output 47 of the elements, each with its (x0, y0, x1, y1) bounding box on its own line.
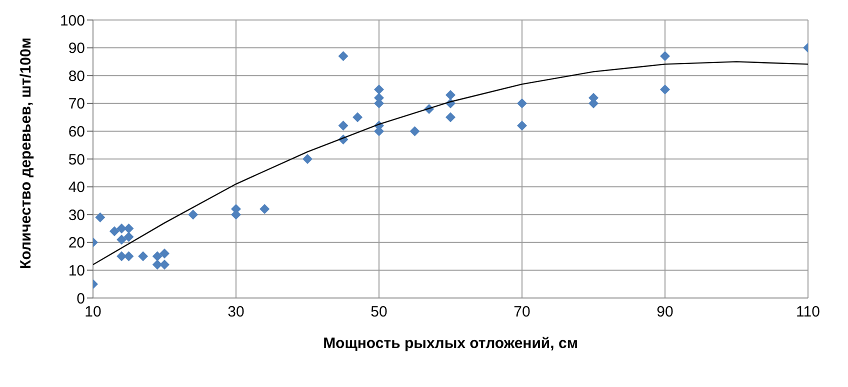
point (446, 90, 456, 100)
y-tick-label: 90 (68, 40, 85, 58)
line-series (93, 61, 808, 266)
point (124, 232, 134, 242)
point (116, 234, 127, 245)
point (302, 154, 312, 164)
x-tick-label: 90 (656, 304, 674, 321)
point (160, 260, 170, 270)
x-tick-label: 10 (84, 304, 102, 321)
point (188, 210, 198, 220)
point (124, 224, 134, 234)
point (138, 251, 148, 262)
point (338, 51, 348, 62)
point (660, 51, 670, 62)
y-tick-label: 100 (60, 12, 85, 30)
y-tick-label: 0 (76, 290, 85, 308)
point (116, 224, 127, 234)
y-tick-label: 20 (68, 234, 85, 252)
y-axis-title: Количество деревьев, шт/100м (17, 38, 34, 269)
point (109, 226, 120, 236)
point (517, 120, 527, 131)
point (660, 84, 670, 94)
y-tick-label: 70 (68, 96, 85, 113)
point (124, 251, 134, 262)
point (374, 84, 384, 94)
y-tick-label: 40 (68, 179, 85, 196)
point (152, 251, 162, 262)
x-tick-label: 30 (228, 304, 244, 321)
x-tick-label: 70 (514, 304, 530, 321)
point (160, 248, 170, 259)
point (352, 112, 363, 122)
y-tick-label: 50 (68, 151, 85, 168)
point (116, 251, 127, 262)
x-tick-label: 50 (370, 304, 388, 321)
x-tick-label: 110 (796, 304, 820, 321)
y-tick-label: 80 (68, 68, 85, 85)
x-axis-title: Мощность рыхлых отложений, см (323, 335, 578, 352)
y-tick-label: 10 (68, 262, 85, 280)
point (446, 112, 456, 122)
point (95, 212, 106, 222)
y-tick-label: 30 (68, 206, 85, 224)
y-tick-label: 60 (68, 124, 85, 141)
point (517, 98, 527, 108)
point (260, 204, 270, 214)
point (338, 120, 348, 131)
point (152, 260, 162, 270)
point (410, 126, 420, 136)
